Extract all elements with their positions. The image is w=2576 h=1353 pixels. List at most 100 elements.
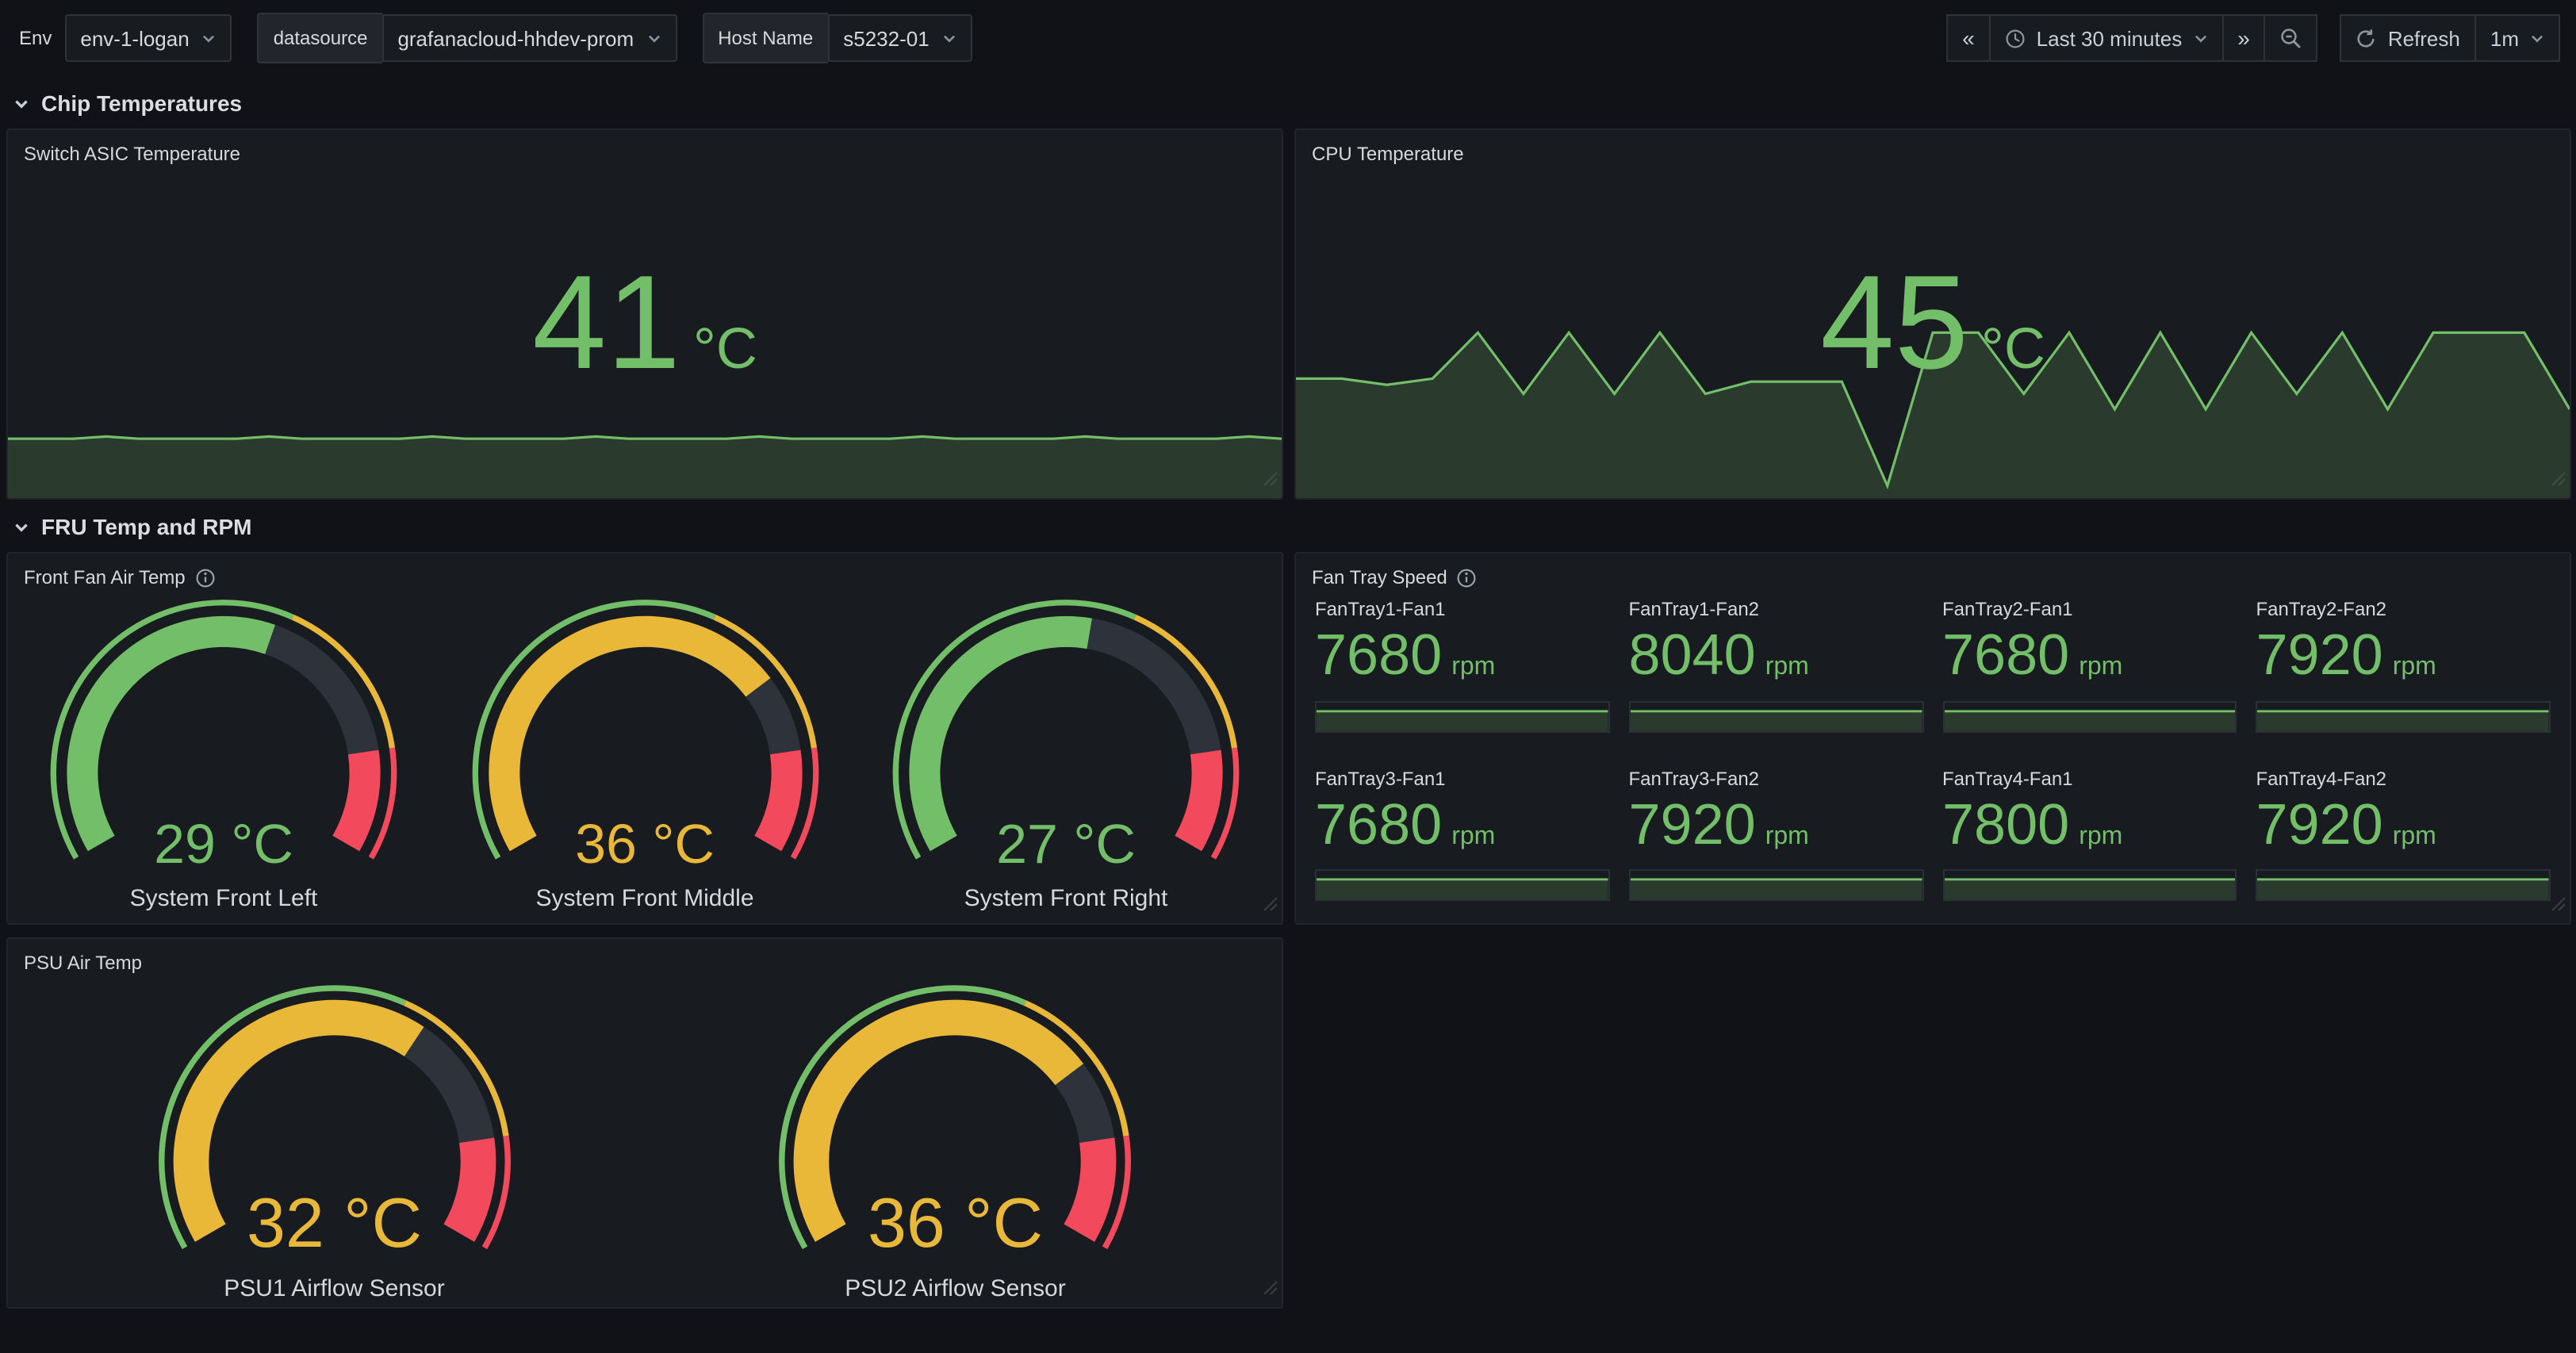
row-title: FRU Temp and RPM — [41, 514, 252, 539]
gauge-arc — [30, 595, 417, 881]
row-header-chip-temperatures[interactable]: Chip Temperatures — [13, 84, 2566, 122]
fan-label: FanTray1-Fan1 — [1315, 598, 1446, 620]
variable-env-select[interactable]: env-1-logan — [64, 14, 232, 62]
fan-sparkline — [1628, 700, 1923, 733]
fan-rpm-unit: rpm — [2392, 822, 2436, 850]
fan-rpm-value: 7680 — [1315, 791, 1443, 857]
fan-label: FanTray1-Fan2 — [1628, 598, 1760, 620]
fan-stat-fantray4-fan1: FanTray4-Fan1 7800 rpm — [1942, 767, 2237, 902]
template-variables: Env env-1-logan datasource grafanacloud-… — [16, 13, 998, 63]
info-icon[interactable] — [195, 567, 216, 588]
fan-rpm-unit: rpm — [1451, 654, 1496, 680]
gauge-group: 29 °C System Front Left 36 °C System Fro… — [8, 595, 1282, 916]
zoom-out-button[interactable] — [2264, 14, 2318, 62]
chevron-down-icon — [942, 31, 956, 45]
switch-asic-stat-value: 41 °C — [8, 255, 1282, 388]
info-icon[interactable] — [1457, 567, 1478, 588]
time-shift-forward-button[interactable]: » — [2221, 14, 2266, 62]
time-controls: « Last 30 minutes » Refresh — [1946, 14, 2560, 62]
fan-rpm-value: 7920 — [1628, 791, 1756, 857]
fan-rpm-unit: rpm — [2079, 654, 2123, 680]
fan-label: FanTray3-Fan2 — [1628, 767, 1760, 790]
dashboard-header: Env env-1-logan datasource grafanacloud-… — [0, 0, 2576, 76]
chevron-down-icon — [2530, 31, 2544, 45]
gauge-value: 36 °C — [575, 813, 715, 876]
fan-stat-fantray1-fan2: FanTray1-Fan2 8040 rpm — [1628, 598, 1923, 733]
gauge-label: PSU1 Airflow Sensor — [224, 1274, 445, 1302]
variable-env: Env env-1-logan — [16, 14, 232, 62]
panel-title[interactable]: PSU Air Temp — [24, 952, 142, 974]
fan-stat-fantray1-fan1: FanTray1-Fan1 7680 rpm — [1315, 598, 1610, 733]
chevron-down-icon — [646, 31, 661, 45]
gauge-psu2-airflow-sensor: 36 °C PSU2 Airflow Sensor — [759, 980, 1152, 1306]
clock-icon — [2005, 28, 2026, 48]
panel-title[interactable]: Front Fan Air Temp — [8, 554, 1282, 595]
fan-label: FanTray4-Fan1 — [1942, 767, 2073, 790]
time-range-label: Last 30 minutes — [2036, 26, 2183, 50]
refresh-icon — [2356, 28, 2377, 48]
gauge-arc — [451, 595, 838, 881]
fan-rpm-value: 7920 — [2256, 622, 2383, 687]
gauge-value: 27 °C — [996, 813, 1136, 876]
row-header-fru-temp-and-rpm[interactable]: FRU Temp and RPM — [13, 508, 2566, 546]
gauge-label: System Front Right — [964, 884, 1168, 912]
fan-label: FanTray3-Fan1 — [1315, 767, 1446, 790]
fan-sparkline — [1628, 869, 1923, 902]
fan-rpm-value: 7800 — [1942, 791, 2070, 857]
stat-unit: °C — [1981, 315, 2045, 381]
time-shift-back-button[interactable]: « — [1946, 14, 1991, 62]
panel-grid-row3: PSU Air Temp 32 °C PSU1 Airflow Sensor 3… — [0, 937, 2576, 1309]
gauge-label: System Front Left — [129, 884, 318, 912]
fan-sparkline — [1315, 700, 1610, 733]
gauge-label: System Front Middle — [535, 884, 754, 912]
double-chevron-left-icon: « — [1962, 25, 1975, 51]
panel-front-fan-air-temp: Front Fan Air Temp 29 °C System Front Le… — [6, 552, 1283, 925]
fan-rpm-unit: rpm — [2392, 654, 2436, 680]
fan-rpm-value: 7680 — [1315, 622, 1443, 687]
refresh-interval-select[interactable]: 1m — [2474, 14, 2560, 62]
time-range-group: « Last 30 minutes » — [1946, 14, 2318, 62]
gauge-group: 32 °C PSU1 Airflow Sensor 36 °C PSU2 Air… — [8, 980, 1282, 1306]
refresh-label: Refresh — [2387, 26, 2460, 50]
fan-rpm-unit: rpm — [1765, 822, 1809, 850]
gauge-system-front-right: 27 °C System Front Right — [872, 595, 1259, 916]
variable-hostname-label: Host Name — [702, 13, 828, 63]
fan-label: FanTray2-Fan2 — [2256, 598, 2387, 620]
panel-resize-handle[interactable] — [1263, 466, 1278, 495]
panel-psu-air-temp: PSU Air Temp 32 °C PSU1 Airflow Sensor 3… — [6, 937, 1283, 1309]
stat-number: 45 — [1820, 247, 1969, 397]
fan-rpm-value: 8040 — [1628, 622, 1756, 687]
fan-stat-fantray4-fan2: FanTray4-Fan2 7920 rpm — [2256, 767, 2551, 902]
variable-datasource: datasource grafanacloud-hhdev-prom — [257, 13, 677, 63]
fan-stat-fantray3-fan2: FanTray3-Fan2 7920 rpm — [1628, 767, 1923, 902]
variable-env-value: env-1-logan — [80, 26, 190, 50]
fan-label: FanTray4-Fan2 — [2256, 767, 2387, 790]
fan-rpm-unit: rpm — [2079, 822, 2123, 850]
fan-stat-fantray3-fan1: FanTray3-Fan1 7680 rpm — [1315, 767, 1610, 902]
variable-hostname-value: s5232-01 — [843, 26, 930, 50]
variable-hostname-select[interactable]: s5232-01 — [827, 14, 972, 62]
chevron-down-icon — [2193, 31, 2207, 45]
fan-rpm-value: 7920 — [2256, 791, 2383, 857]
panel-grid-row2: Front Fan Air Temp 29 °C System Front Le… — [0, 552, 2576, 925]
gauge-value: 29 °C — [154, 813, 293, 876]
panel-title[interactable]: Fan Tray Speed — [1296, 554, 2570, 595]
variable-datasource-value: grafanacloud-hhdev-prom — [397, 26, 634, 50]
panel-title[interactable]: CPU Temperature — [1312, 143, 1464, 165]
gauge-value: 32 °C — [246, 1184, 423, 1263]
panel-resize-handle[interactable] — [1263, 1275, 1278, 1304]
chevron-down-icon — [13, 518, 30, 535]
refresh-group: Refresh 1m — [2340, 14, 2560, 62]
fan-sparkline — [2256, 869, 2551, 902]
refresh-button[interactable]: Refresh — [2340, 14, 2476, 62]
panel-title[interactable]: Switch ASIC Temperature — [24, 143, 241, 165]
panel-resize-handle[interactable] — [2551, 891, 2566, 920]
fan-label: FanTray2-Fan1 — [1942, 598, 2073, 620]
panel-resize-handle[interactable] — [1263, 891, 1278, 920]
chevron-down-icon — [13, 94, 30, 112]
panel-resize-handle[interactable] — [2551, 466, 2566, 495]
time-range-picker[interactable]: Last 30 minutes — [1988, 14, 2224, 62]
variable-datasource-select[interactable]: grafanacloud-hhdev-prom — [381, 14, 677, 62]
fan-stat-grid: FanTray1-Fan1 7680 rpm FanTray1-Fan2 8040… — [1296, 595, 2570, 914]
